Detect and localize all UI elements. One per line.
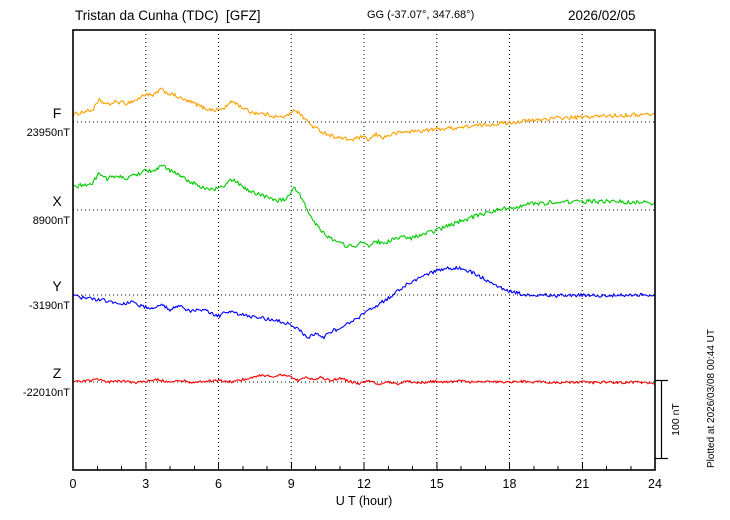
- plot-frame: [72, 29, 656, 471]
- station-title: Tristan da Cunha (TDC) [GFZ]: [75, 8, 261, 23]
- trace-z: [72, 373, 656, 386]
- x-tick-label: 12: [357, 477, 371, 491]
- plot-date: 2026/02/05: [568, 8, 636, 23]
- series-layer: [72, 87, 656, 386]
- x-tick-label: 21: [575, 477, 589, 491]
- x-tick-label: 0: [70, 477, 77, 491]
- component-baseline-value-x: 8900nT: [33, 215, 71, 227]
- x-tick-label: 3: [142, 477, 149, 491]
- geographic-coords: GG (-37.07°, 347.68°): [367, 9, 474, 21]
- plotted-at-note: Plotted at 2026/03/08 00:44 UT: [706, 329, 717, 468]
- x-tick-label: 18: [503, 477, 517, 491]
- axis-layer: 0 3 6 9 12 15 18 21 24: [70, 462, 662, 491]
- x-tick-label: 24: [648, 477, 662, 491]
- component-baseline-value-z: -22010nT: [23, 387, 70, 399]
- component-label-z: Z: [53, 365, 62, 381]
- x-axis-label: U T (hour): [336, 494, 393, 508]
- trace-x: [72, 164, 656, 249]
- component-label-layer: F 23950nT X 8900nT Y -3190nT Z -22010nT: [23, 105, 70, 399]
- component-label-y: Y: [52, 278, 62, 294]
- x-tick-label: 6: [215, 477, 222, 491]
- scale-bar-label: 100 nT: [670, 403, 682, 436]
- component-baseline-value-y: -3190nT: [29, 300, 70, 312]
- grid-layer: [73, 30, 655, 470]
- scale-bar: 100 nT: [655, 379, 682, 460]
- component-label-f: F: [53, 105, 62, 121]
- trace-f: [72, 87, 656, 142]
- x-tick-label: 15: [430, 477, 444, 491]
- component-label-x: X: [52, 193, 62, 209]
- x-tick-label: 9: [288, 477, 295, 491]
- trace-y: [72, 265, 656, 340]
- component-baseline-value-f: 23950nT: [27, 127, 71, 139]
